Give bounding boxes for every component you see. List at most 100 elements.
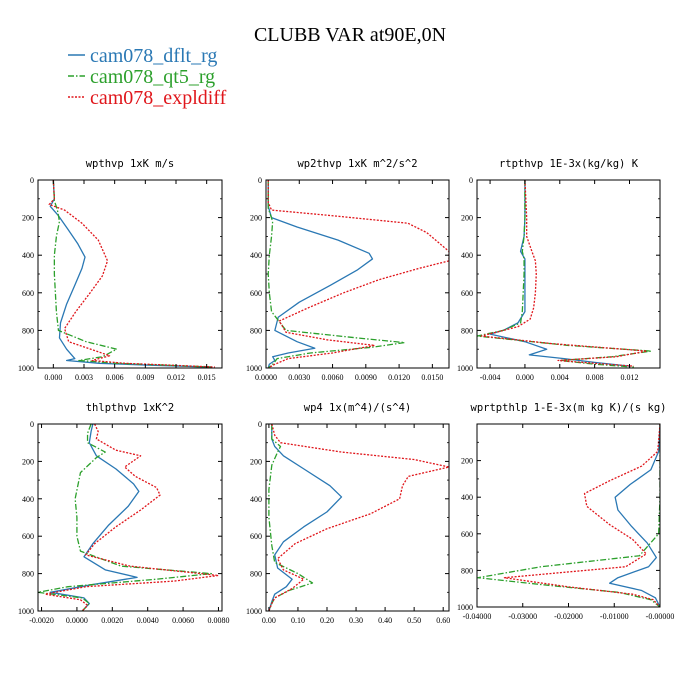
series-line-cam078_dflt_rg (49, 424, 140, 611)
panel-title: wp2thvp 1xK m^2/s^2 (297, 158, 417, 170)
y-tick-label: 800 (250, 570, 262, 579)
x-tick-label: 0.012 (621, 373, 639, 382)
y-tick-label: 800 (461, 326, 473, 335)
panel-1: wpthvp 1xK m/s 0.000 0.003 0.006 0.009 0.012 0… (18, 158, 223, 382)
panel-6: wprtpthlp 1-E-3x(m kg K)/(s kg) -0.04000 -… (457, 402, 674, 621)
y-tick-label: 400 (22, 495, 34, 504)
y-tick-label: 600 (250, 532, 262, 541)
series-line-cam078_qt5_rg (477, 424, 660, 607)
y-tick-label: 200 (250, 457, 262, 466)
x-tick-label: -0.02000 (554, 612, 583, 621)
series-line-cam078_qt5_rg (38, 424, 213, 611)
y-tick-label: 0 (258, 420, 262, 429)
x-tick-label: 0.012 (167, 373, 185, 382)
y-tick-label: 0 (258, 176, 262, 185)
panel-2: wp2thvp 1xK m^2/s^2 0.0000 0.0030 0.0060 0.0… (246, 158, 450, 382)
y-tick-label: 1000 (457, 364, 473, 373)
figure-title: CLUBB VAR at90E,0N (254, 24, 446, 46)
x-tick-label: 0.60 (436, 616, 450, 625)
series-line-cam078_dflt_rg (49, 180, 212, 368)
y-tick-label: 0 (30, 420, 34, 429)
series-line-cam078_qt5_rg (477, 180, 652, 368)
panel-5: wp4 1x(m^4)/(s^4) 0.00 0.10 0.20 0.30 0.40 0.5… (246, 402, 450, 625)
y-tick-label: 200 (22, 457, 34, 466)
x-tick-label: 0.0080 (207, 616, 229, 625)
panel-series (48, 180, 215, 368)
series-line-cam078_expldiff (44, 424, 220, 611)
x-tick-label: 0.0150 (421, 373, 443, 382)
panel-frame (37, 179, 223, 369)
x-tick-label: 0.0090 (355, 373, 377, 382)
x-tick-label: 0.0000 (255, 373, 277, 382)
x-tick-label: 0.009 (136, 373, 154, 382)
series-line-cam078_dflt_rg (267, 180, 374, 368)
x-tick-label: -0.04000 (463, 612, 492, 621)
panel-4: thlpthvp 1xK^2 -0.0020 0.0000 0.0020 0.0040 0… (18, 402, 229, 625)
x-tick-label: -0.004 (480, 373, 501, 382)
series-line-cam078_expldiff (48, 180, 215, 368)
panels: wpthvp 1xK m/s0.000 0.003 0.006 0.009 0.012 0… (18, 158, 674, 625)
panel-series (268, 424, 449, 611)
y-tick-label: 400 (250, 251, 262, 260)
x-tick-label: 0.000 (44, 373, 62, 382)
panel-title: rtpthvp 1E-3x(kg/kg) K (499, 158, 639, 170)
x-tick-label: -0.00000 (646, 612, 675, 621)
x-tick-label: 0.006 (106, 373, 124, 382)
series-line-cam078_expldiff (267, 180, 449, 368)
panel-series (477, 180, 652, 368)
legend-entry-qt5: cam078_qt5_rg (68, 66, 215, 88)
y-tick-label: 1000 (18, 364, 34, 373)
x-tick-label: 0.004 (551, 373, 569, 382)
legend-entry-expldiff: cam078_expldiff (68, 87, 227, 109)
series-line-cam078_dflt_rg (609, 424, 660, 607)
y-tick-label: 600 (461, 530, 473, 539)
panel-series (477, 424, 660, 607)
legend-label: cam078_dflt_rg (90, 45, 217, 67)
y-tick-label: 800 (250, 326, 262, 335)
y-tick-label: 400 (22, 251, 34, 260)
x-tick-label: 0.0000 (66, 616, 88, 625)
legend-entry-dflt: cam078_dflt_rg (68, 45, 217, 67)
x-tick-label: 0.000 (516, 373, 534, 382)
y-tick-label: 400 (461, 493, 473, 502)
series-line-cam078_qt5_rg (268, 424, 314, 611)
x-tick-label: -0.0020 (29, 616, 54, 625)
y-tick-label: 0 (30, 176, 34, 185)
y-tick-label: 600 (22, 289, 34, 298)
y-tick-label: 600 (250, 289, 262, 298)
y-tick-label: 600 (461, 289, 473, 298)
legend: cam078_dflt_rg cam078_qt5_rg cam078_expl… (68, 45, 227, 109)
y-tick-label: 1000 (457, 603, 473, 612)
series-line-cam078_qt5_rg (52, 180, 212, 368)
x-tick-label: 0.008 (586, 373, 604, 382)
y-tick-label: 1000 (246, 364, 262, 373)
y-tick-label: 1000 (246, 607, 262, 616)
series-line-cam078_dflt_rg (268, 424, 343, 611)
y-tick-label: 800 (22, 570, 34, 579)
panel-frame (265, 423, 450, 612)
x-tick-label: 0.0060 (322, 373, 344, 382)
y-tick-label: 200 (22, 214, 34, 223)
y-tick-label: 200 (461, 457, 473, 466)
x-tick-label: 0.0120 (388, 373, 410, 382)
x-tick-label: 0.0020 (101, 616, 123, 625)
y-tick-label: 400 (461, 251, 473, 260)
y-tick-label: 800 (22, 326, 34, 335)
panel-title: wp4 1x(m^4)/(s^4) (304, 402, 411, 414)
x-tick-label: 0.003 (75, 373, 93, 382)
y-tick-label: 800 (461, 566, 473, 575)
panel-title: thlpthvp 1xK^2 (86, 402, 175, 414)
y-tick-label: 200 (461, 214, 473, 223)
y-tick-label: 200 (250, 214, 262, 223)
panel-frame (476, 423, 661, 608)
y-tick-label: 600 (22, 532, 34, 541)
panel-frame (37, 423, 223, 612)
x-tick-label: 0.30 (349, 616, 363, 625)
y-tick-label: 400 (250, 495, 262, 504)
x-tick-label: 0.015 (198, 373, 216, 382)
x-tick-label: 0.50 (407, 616, 421, 625)
x-tick-label: 0.0030 (288, 373, 310, 382)
panel-frame (476, 179, 661, 369)
panel-3: rtpthvp 1E-3x(kg/kg) K -0.004 0.000 0.004 0.… (457, 158, 661, 382)
